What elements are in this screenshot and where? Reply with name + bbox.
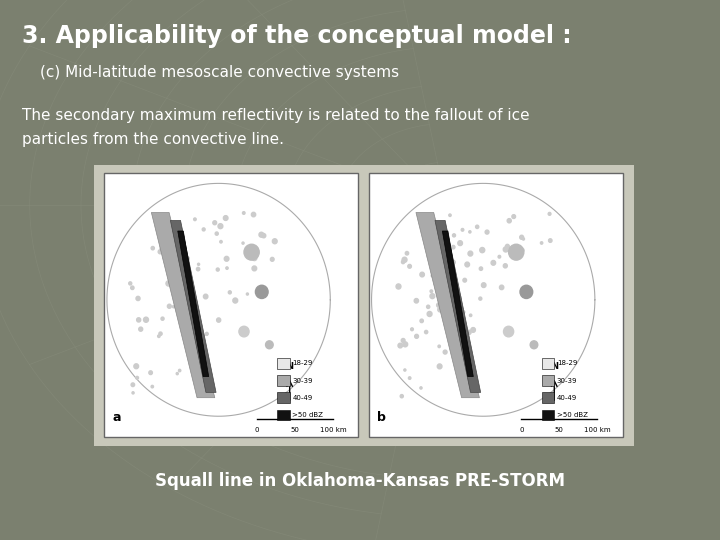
Bar xyxy=(369,173,623,437)
Bar xyxy=(94,165,634,446)
Text: Squall line in Oklahoma-Kansas PRE-STORM: Squall line in Oklahoma-Kansas PRE-STORM xyxy=(155,472,565,490)
Text: (c) Mid-latitude mesoscale convective systems: (c) Mid-latitude mesoscale convective sy… xyxy=(40,65,399,80)
Bar xyxy=(104,173,359,437)
Text: The secondary maximum reflectivity is related to the fallout of ice: The secondary maximum reflectivity is re… xyxy=(22,108,529,123)
Text: particles from the convective line.: particles from the convective line. xyxy=(22,132,284,147)
Text: 3. Applicability of the conceptual model :: 3. Applicability of the conceptual model… xyxy=(22,24,571,48)
